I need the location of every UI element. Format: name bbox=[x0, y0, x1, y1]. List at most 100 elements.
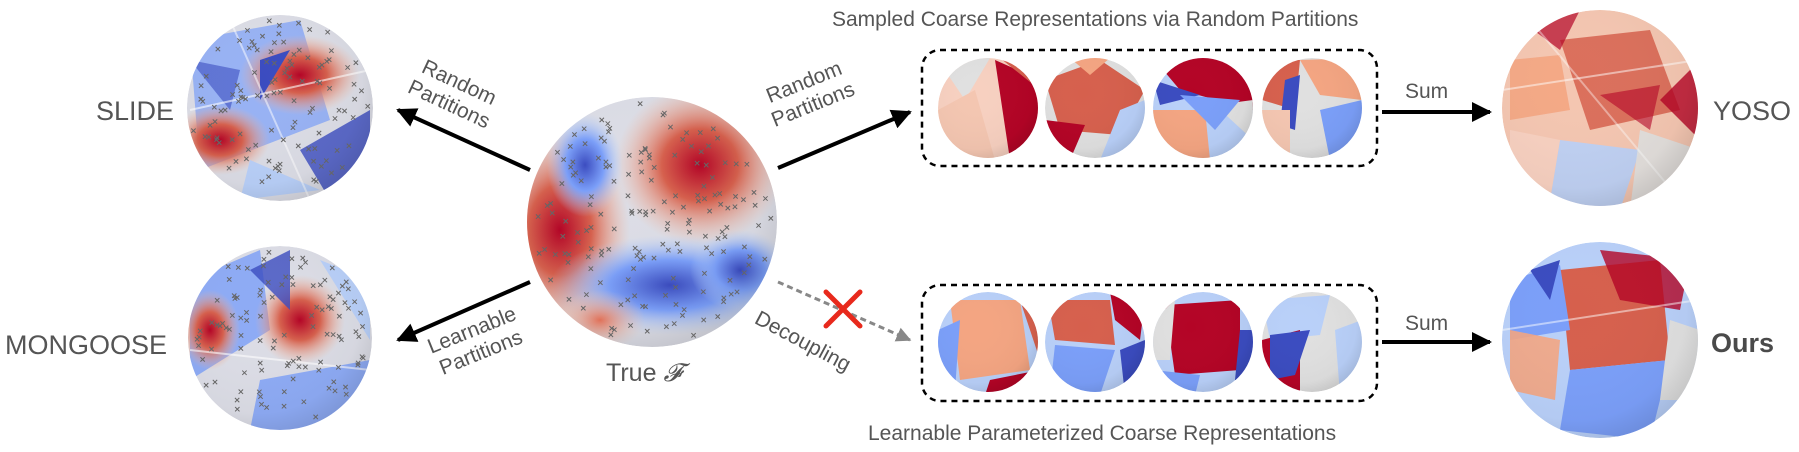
sample-point-marker bbox=[328, 170, 335, 176]
sample-point-marker bbox=[233, 158, 239, 164]
sample-point-marker bbox=[650, 208, 656, 214]
sample-point-marker bbox=[310, 158, 317, 164]
sample-point-marker bbox=[605, 121, 611, 127]
sample-point-marker bbox=[272, 77, 278, 83]
sample-point-marker bbox=[203, 382, 209, 388]
sample-point-marker bbox=[353, 60, 359, 66]
sample-point-marker bbox=[548, 200, 554, 207]
sample-point-marker bbox=[244, 317, 250, 323]
sample-point-marker bbox=[609, 325, 615, 331]
sample-point-marker bbox=[562, 251, 568, 257]
sample-point-marker bbox=[625, 193, 631, 199]
sample-point-marker bbox=[241, 370, 247, 376]
sample-point-marker bbox=[701, 183, 707, 189]
sample-point-marker bbox=[325, 304, 331, 310]
sample-point-marker bbox=[249, 39, 255, 45]
sample-point-marker bbox=[328, 305, 334, 312]
sample-point-marker bbox=[568, 164, 574, 170]
sample-point-marker bbox=[309, 312, 315, 319]
sample-point-marker bbox=[728, 291, 734, 297]
true-f-sphere bbox=[527, 97, 777, 347]
sample-point-marker bbox=[214, 297, 220, 303]
sample-point-marker bbox=[701, 317, 707, 323]
sample-point-marker bbox=[638, 159, 644, 165]
sample-point-marker bbox=[695, 192, 701, 198]
sample-point-marker bbox=[346, 143, 352, 149]
sample-point-marker bbox=[705, 143, 712, 149]
sample-point-marker bbox=[336, 313, 342, 319]
sample-point-marker bbox=[599, 248, 605, 254]
sample-point-marker bbox=[198, 83, 204, 89]
sample-point-marker bbox=[234, 406, 240, 412]
sample-point-marker bbox=[684, 130, 690, 136]
sample-point-marker bbox=[214, 322, 220, 328]
sample-point-marker bbox=[212, 379, 218, 385]
sample-point-marker bbox=[639, 169, 645, 175]
sample-point-marker bbox=[292, 119, 298, 125]
sample-point-marker bbox=[359, 324, 366, 330]
sample-point-marker bbox=[313, 414, 319, 420]
sample-point-marker bbox=[680, 136, 686, 142]
sample-point-marker bbox=[588, 224, 594, 230]
sample-point-marker bbox=[257, 394, 264, 400]
sample-point-marker bbox=[296, 364, 302, 370]
sample-point-marker bbox=[276, 22, 282, 28]
sample-point-marker bbox=[611, 226, 617, 232]
sample-point-marker bbox=[697, 130, 703, 136]
sample-point-marker bbox=[694, 160, 700, 166]
sample-point-marker bbox=[607, 163, 613, 169]
sample-point-marker bbox=[270, 345, 276, 351]
sample-point-marker bbox=[271, 40, 278, 46]
sample-point-marker bbox=[281, 39, 287, 45]
sample-point-marker bbox=[588, 246, 594, 252]
sample-point-marker bbox=[701, 196, 708, 202]
sample-point-marker bbox=[266, 18, 272, 24]
sample-point-marker bbox=[632, 293, 638, 299]
sample-point-marker bbox=[336, 333, 342, 339]
slide-label: SLIDE bbox=[96, 96, 175, 126]
sample-point-marker bbox=[353, 329, 359, 335]
sample-point-marker bbox=[673, 284, 679, 290]
sample-point-marker bbox=[305, 55, 311, 61]
sample-point-marker bbox=[648, 177, 654, 183]
sample-point-marker bbox=[289, 62, 295, 68]
sample-point-marker bbox=[302, 259, 309, 265]
sample-point-marker bbox=[271, 90, 277, 96]
sample-point-marker bbox=[672, 193, 679, 199]
sample-point-marker bbox=[660, 241, 666, 247]
sample-point-marker bbox=[345, 64, 351, 71]
sample-point-marker bbox=[339, 283, 345, 289]
sample-point-marker bbox=[603, 159, 609, 165]
sample-point-marker bbox=[554, 149, 561, 155]
sample-point-marker bbox=[732, 193, 739, 199]
sample-point-marker bbox=[256, 389, 262, 395]
sample-point-marker bbox=[345, 305, 352, 311]
sample-point-marker bbox=[625, 277, 631, 283]
sample-point-marker bbox=[289, 256, 295, 262]
sample-point-marker bbox=[563, 218, 569, 224]
sample-point-marker bbox=[327, 294, 333, 300]
sample-point-marker bbox=[202, 134, 208, 140]
sample-point-marker bbox=[567, 143, 573, 149]
sample-point-marker bbox=[266, 174, 272, 180]
sample-point-marker bbox=[289, 274, 295, 281]
sample-point-marker bbox=[680, 204, 687, 210]
sample-point-marker bbox=[642, 145, 648, 151]
sample-point-marker bbox=[582, 141, 588, 147]
sample-point-marker bbox=[243, 156, 249, 162]
sample-point-marker bbox=[665, 247, 671, 253]
sample-point-marker bbox=[260, 263, 266, 269]
sample-point-marker bbox=[651, 255, 657, 261]
sample-point-marker bbox=[570, 172, 576, 178]
sampled-title: Sampled Coarse Representations via Rando… bbox=[832, 8, 1359, 31]
learnable-sphere-1 bbox=[938, 292, 1038, 392]
yoso-label: YOSO bbox=[1713, 96, 1792, 126]
sample-point-marker bbox=[254, 92, 261, 99]
sample-point-marker bbox=[335, 290, 341, 296]
sample-point-marker bbox=[306, 146, 312, 152]
sample-point-marker bbox=[276, 31, 282, 37]
sample-point-marker bbox=[279, 282, 285, 288]
sample-point-marker bbox=[585, 254, 591, 260]
sample-point-marker bbox=[677, 248, 683, 254]
sample-point-marker bbox=[355, 360, 361, 366]
